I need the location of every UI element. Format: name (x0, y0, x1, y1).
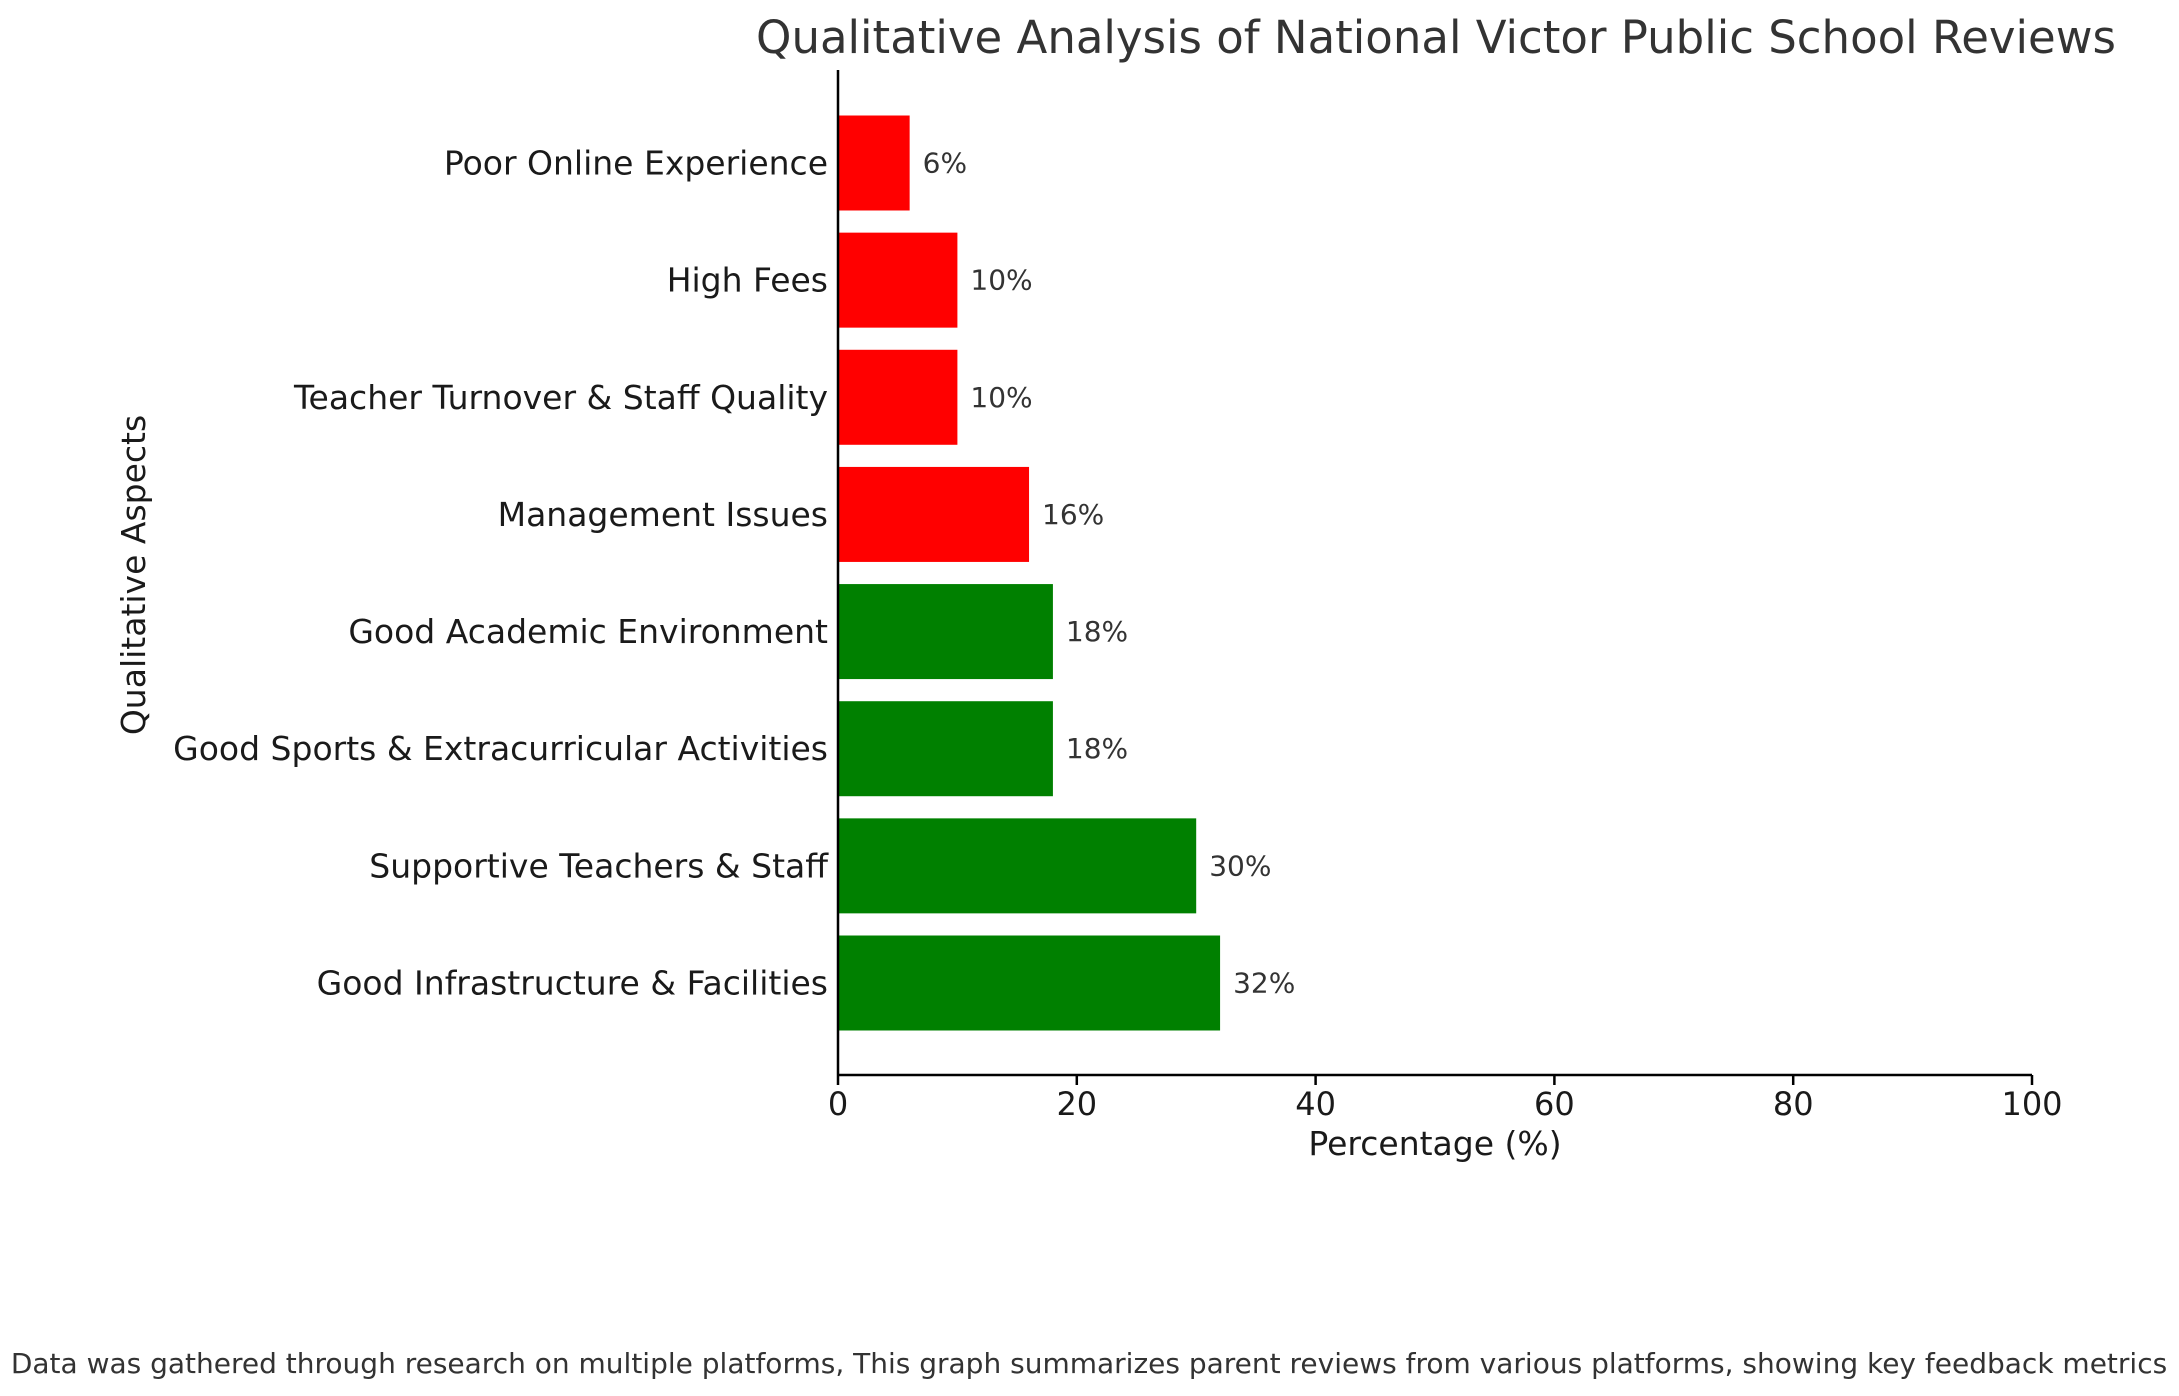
bar (838, 935, 1221, 1031)
category-label: Good Sports & Extracurricular Activities (173, 729, 828, 768)
category-label: Poor Online Experience (444, 144, 828, 183)
bar (838, 349, 958, 445)
category-label: Good Academic Environment (348, 612, 828, 651)
bar (838, 232, 958, 328)
x-ticks-layer: 0 20 40 60 80 100 (828, 1075, 2063, 1123)
x-axis-label: Percentage (%) (1308, 1124, 1561, 1163)
category-label: Supportive Teachers & Staff (369, 846, 829, 885)
x-tick-label: 100 (2001, 1085, 2062, 1123)
bar-value-label: 18% (1066, 732, 1128, 765)
footnote: Data was gathered through research on mu… (11, 1347, 2167, 1380)
value-labels-layer: 6% 10% 10% 16% 18% 18% 30% 32% (923, 147, 1296, 1000)
bars-layer (838, 115, 1221, 1031)
bar (838, 466, 1030, 562)
bar (838, 115, 910, 211)
x-tick-label: 40 (1295, 1085, 1336, 1123)
chart-title: Qualitative Analysis of National Victor … (756, 11, 2116, 64)
category-labels-layer: Poor Online Experience High Fees Teacher T… (173, 144, 829, 1003)
bar-value-label: 10% (970, 264, 1032, 297)
bar (838, 584, 1053, 680)
bar-value-label: 16% (1042, 498, 1104, 531)
x-tick-label: 20 (1056, 1085, 1097, 1123)
category-label: Teacher Turnover & Staff Quality (293, 378, 828, 417)
x-tick-label: 60 (1534, 1085, 1575, 1123)
category-label: Good Infrastructure & Facilities (317, 964, 828, 1003)
bar-value-label: 18% (1066, 615, 1128, 648)
y-axis-label: Qualitative Aspects (114, 415, 153, 735)
category-label: Management Issues (498, 495, 828, 534)
bar (838, 818, 1197, 914)
category-label: High Fees (667, 261, 828, 300)
bar-value-label: 6% (923, 147, 967, 180)
bar-value-label: 32% (1233, 967, 1295, 1000)
bar (838, 701, 1053, 797)
bar-value-label: 10% (970, 381, 1032, 414)
x-tick-label: 0 (828, 1085, 848, 1123)
bar-value-label: 30% (1209, 849, 1271, 882)
x-tick-label: 80 (1773, 1085, 1814, 1123)
